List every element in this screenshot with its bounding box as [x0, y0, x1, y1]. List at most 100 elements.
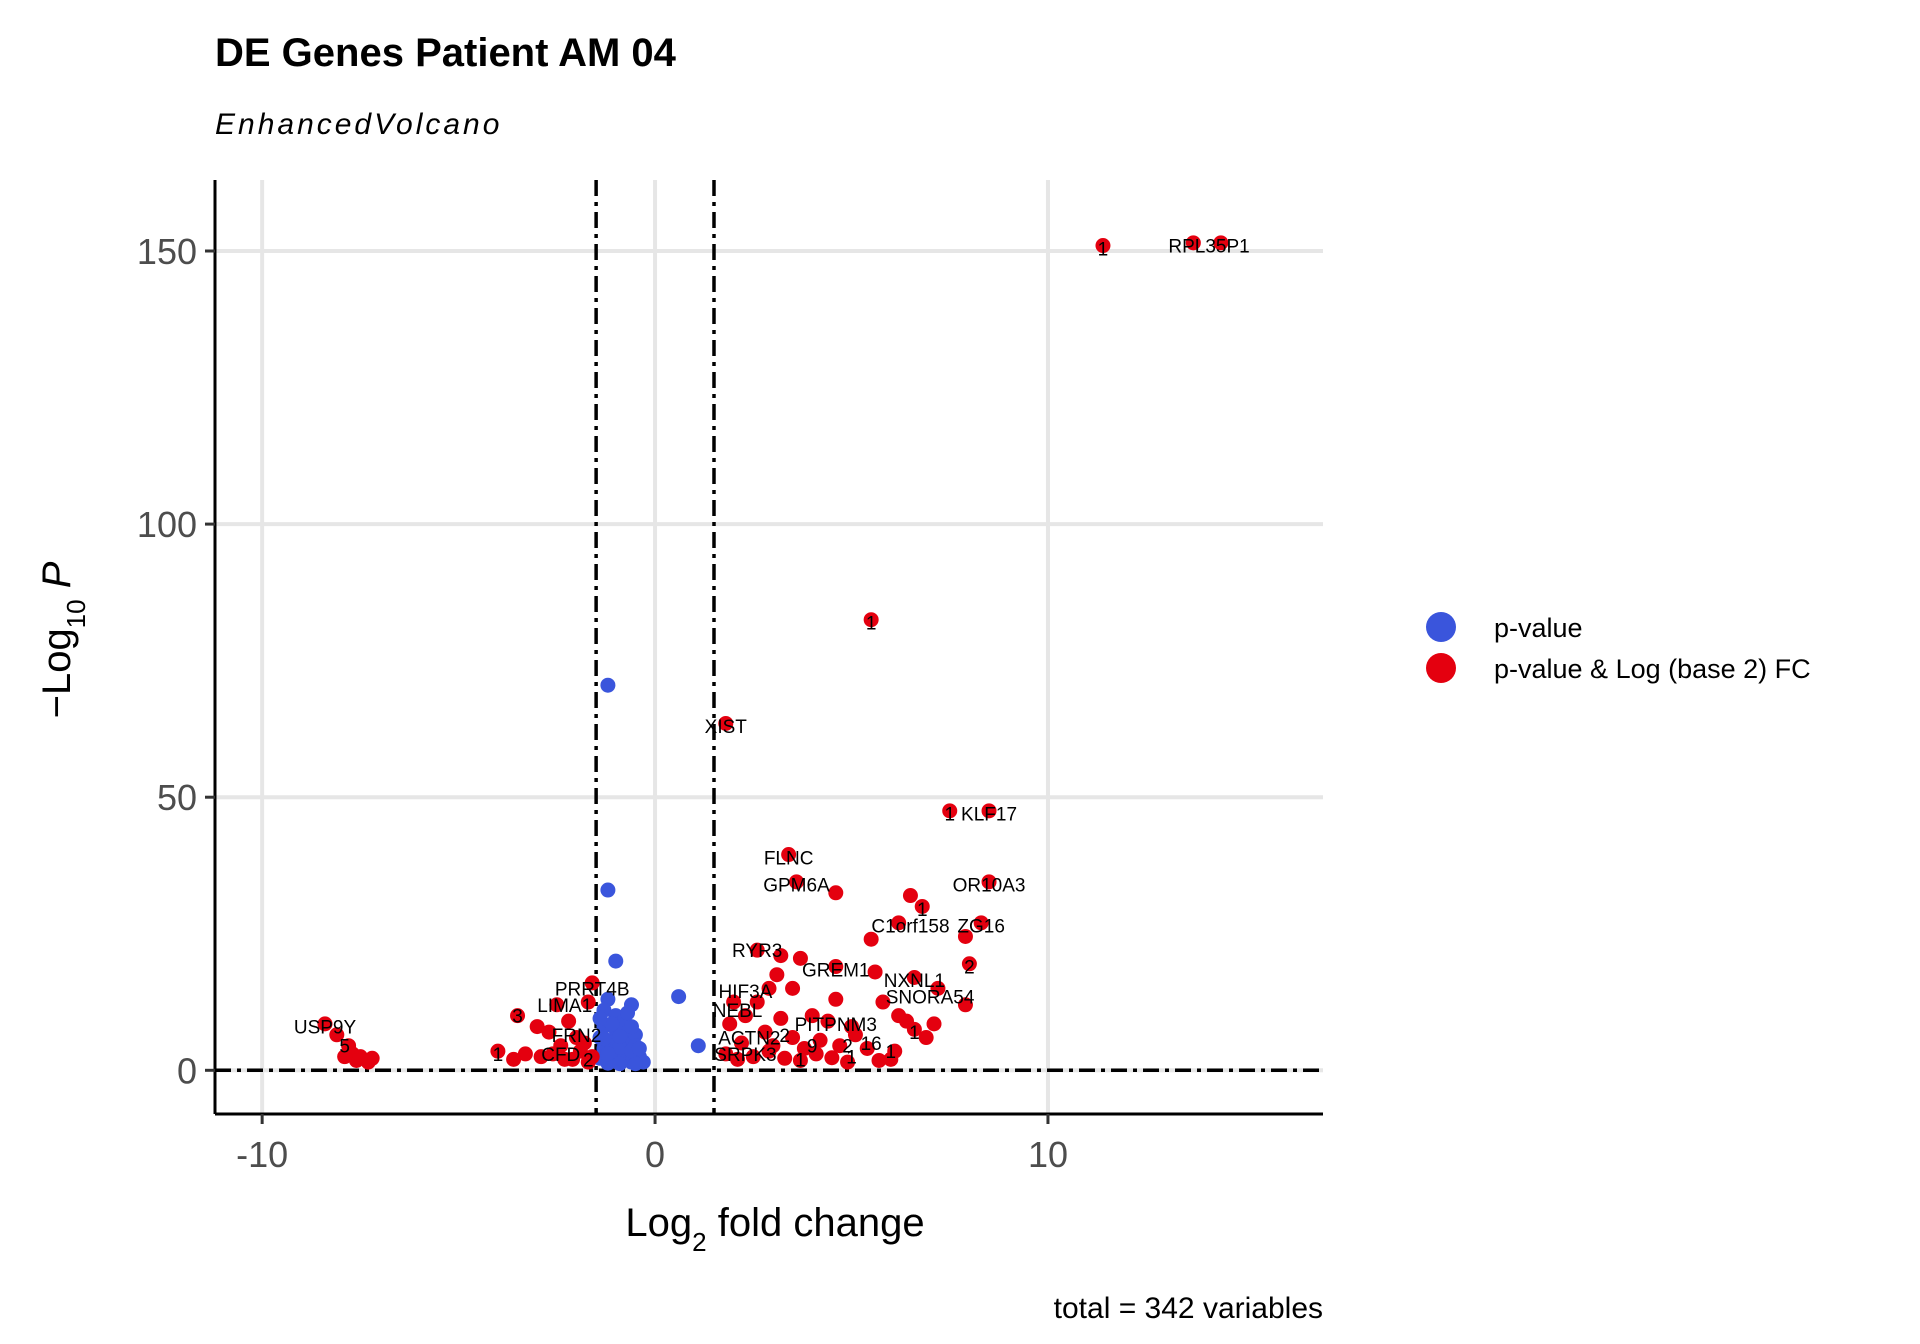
gene-label-11: HIF3A	[718, 982, 772, 1003]
point-s1-37	[773, 1010, 789, 1026]
point-s1-76	[533, 1049, 549, 1065]
count-label-5: 1	[909, 1023, 920, 1044]
point-s0-30	[596, 1031, 612, 1047]
point-s0-31	[612, 1039, 628, 1055]
point-s1-30	[957, 997, 973, 1013]
point-s1-41	[737, 1008, 753, 1024]
gene-label-2: KLF17	[961, 805, 1017, 826]
gene-label-9: GREM1	[802, 960, 870, 981]
point-s1-18	[773, 948, 789, 964]
point-s1-85	[317, 1016, 333, 1032]
point-s1-7	[781, 847, 797, 863]
count-label-13: 3	[512, 1007, 523, 1028]
gene-label-14: PITPNM3	[795, 1015, 877, 1036]
legend-label-1: p-value & Log (base 2) FC	[1494, 654, 1811, 684]
legend-swatch-1	[1426, 653, 1456, 683]
point-s0-3	[671, 989, 687, 1005]
point-s1-8	[789, 874, 805, 890]
point-s1-86	[329, 1027, 345, 1043]
point-s1-5	[942, 803, 958, 819]
chart-title: DE Genes Patient AM 04	[215, 31, 677, 75]
y-tick-label-0: 0	[177, 1050, 197, 1091]
gene-label-10: NXNL1	[884, 971, 945, 992]
point-s0-2	[608, 953, 624, 969]
point-s1-50	[796, 1040, 812, 1056]
x-axis-title: Log2 fold change	[625, 1201, 924, 1257]
point-s0-34	[631, 1040, 647, 1056]
point-s1-0	[1095, 238, 1111, 254]
point-s1-79	[572, 1043, 588, 1059]
x-tick-label-0: -10	[236, 1134, 288, 1175]
gene-label-3: FLNC	[764, 848, 814, 869]
count-label-12: 2	[779, 1026, 790, 1047]
cutoff-lines	[215, 180, 1323, 1114]
gene-label-6: C1orf158	[871, 917, 949, 938]
count-label-2: 1	[944, 805, 955, 826]
point-s1-17	[749, 942, 765, 958]
count-label-7: 2	[842, 1037, 853, 1058]
point-s0-38	[620, 1005, 636, 1021]
point-s0-35	[612, 1028, 628, 1044]
point-s1-48	[733, 1035, 749, 1051]
point-s1-9	[828, 885, 844, 901]
count-label-9: 16	[861, 1034, 882, 1055]
point-s1-66	[580, 994, 596, 1010]
point-s0-33	[600, 1046, 616, 1062]
gene-label-19: FRN2	[552, 1026, 602, 1047]
gene-label-16: SRPK3	[714, 1045, 776, 1066]
point-s1-6	[981, 803, 997, 819]
point-s1-92	[360, 1054, 376, 1070]
count-label-6: 1	[886, 1042, 897, 1063]
point-s1-12	[914, 898, 930, 914]
count-label-0: 1	[1098, 239, 1109, 260]
point-s0-37	[604, 1016, 620, 1032]
point-s1-36	[820, 1013, 836, 1029]
point-s0-1	[600, 882, 616, 898]
point-s1-35	[804, 1008, 820, 1024]
point-s1-26	[785, 980, 801, 996]
point-s1-57	[824, 1050, 840, 1066]
point-s1-56	[777, 1050, 793, 1066]
point-s1-82	[490, 1043, 506, 1059]
point-s1-29	[875, 994, 891, 1010]
gene-label-12: SNORA54	[886, 988, 975, 1009]
data-points	[317, 235, 1229, 1072]
point-s1-51	[832, 1038, 848, 1054]
point-s1-19	[792, 950, 808, 966]
point-s1-21	[867, 964, 883, 980]
point-s1-2	[1213, 235, 1229, 251]
point-s1-84	[580, 1054, 596, 1070]
point-s1-80	[545, 1046, 561, 1062]
point-s1-43	[757, 1024, 773, 1040]
point-s0-0	[600, 677, 616, 693]
point-s1-33	[926, 1016, 942, 1032]
gene-label-0: RPL35P1	[1168, 237, 1249, 258]
point-s1-40	[726, 994, 742, 1010]
legend-label-0: p-value	[1494, 613, 1583, 643]
count-label-3: 1	[917, 900, 928, 921]
point-s1-25	[761, 980, 777, 996]
gene-label-1: XIST	[705, 717, 748, 738]
point-s1-13	[891, 915, 907, 931]
point-s1-71	[541, 1024, 557, 1040]
point-s1-91	[348, 1052, 364, 1068]
count-label-10: 1	[795, 1050, 806, 1071]
point-s1-58	[883, 1051, 899, 1067]
point-s0-28	[612, 1056, 628, 1072]
point-s1-61	[840, 1054, 856, 1070]
point-s1-83	[557, 1051, 573, 1067]
point-s1-63	[761, 1043, 777, 1059]
point-s1-22	[961, 956, 977, 972]
point-s1-42	[722, 1016, 738, 1032]
x-tick-label-1: 0	[645, 1134, 665, 1175]
point-s1-69	[561, 1013, 577, 1029]
point-s1-44	[785, 1030, 801, 1046]
count-label-15: 2	[583, 1050, 594, 1071]
caption-total: total = 342 variables	[1054, 1292, 1323, 1325]
gene-label-5: OR10A3	[953, 876, 1026, 897]
point-s1-65	[584, 975, 600, 991]
count-label-4: 2	[964, 958, 975, 979]
